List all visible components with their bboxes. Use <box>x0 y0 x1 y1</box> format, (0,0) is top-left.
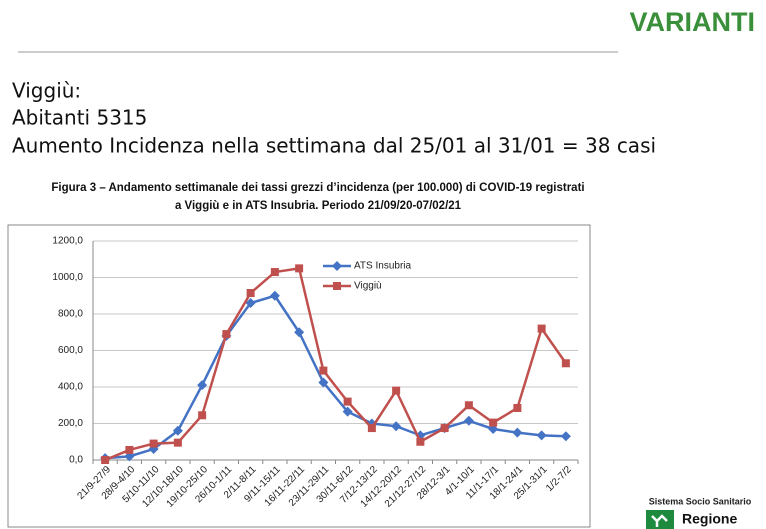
data-point <box>269 290 280 301</box>
data-point <box>464 401 473 410</box>
series-line <box>104 266 567 462</box>
data-point <box>343 397 352 406</box>
data-point <box>537 324 546 333</box>
y-tick-label: 0,0 <box>69 455 83 466</box>
data-point <box>513 403 522 412</box>
body-line: Abitanti 5315 <box>12 106 147 130</box>
data-point <box>270 268 279 277</box>
data-point <box>222 330 231 339</box>
footer-org: Sistema Socio Sanitario <box>649 496 752 506</box>
data-point <box>489 418 498 427</box>
data-point <box>416 437 425 446</box>
y-tick-label: 1000,0 <box>52 272 83 283</box>
data-point <box>294 327 305 338</box>
data-point <box>463 415 474 426</box>
figure-caption: Figura 3 – Andamento settimanale dei tas… <box>51 182 584 194</box>
data-point <box>101 456 110 464</box>
data-point <box>149 439 158 448</box>
data-point <box>198 411 207 420</box>
legend-label: ATS Insubria <box>354 261 411 272</box>
body-line: Viggiù: <box>12 79 81 103</box>
data-point <box>367 424 376 433</box>
y-tick-label: 600,0 <box>58 345 83 356</box>
data-point <box>342 406 353 417</box>
series-line <box>105 294 566 460</box>
data-point <box>512 427 523 438</box>
footer-logo: Regione <box>682 511 737 527</box>
legend-marker <box>333 282 341 290</box>
data-point <box>295 264 304 273</box>
data-point <box>561 359 570 368</box>
y-tick-label: 1200,0 <box>52 236 83 247</box>
data-point <box>391 421 402 432</box>
data-point <box>392 386 401 395</box>
data-point <box>173 438 182 447</box>
y-tick-label: 200,0 <box>58 418 83 429</box>
data-point <box>245 298 256 309</box>
data-point <box>560 431 571 442</box>
chart-frame <box>7 224 591 528</box>
legend-label: Viggiù <box>354 281 382 292</box>
data-point <box>197 380 208 391</box>
data-point <box>440 424 449 433</box>
data-point <box>319 366 328 375</box>
data-point <box>125 445 134 454</box>
slide-title: VARIANTI <box>630 7 756 37</box>
data-point <box>536 430 547 441</box>
legend-marker <box>332 261 342 271</box>
y-tick-label: 800,0 <box>58 309 83 320</box>
data-point <box>246 289 255 298</box>
logo-mark <box>651 514 668 527</box>
body-line: Aumento Incidenza nella settimana dal 25… <box>12 134 656 158</box>
y-tick-label: 400,0 <box>58 382 83 393</box>
data-point <box>172 425 183 436</box>
figure-caption: a Viggiù e in ATS Insubria. Periodo 21/0… <box>175 200 462 212</box>
data-point <box>318 377 329 388</box>
